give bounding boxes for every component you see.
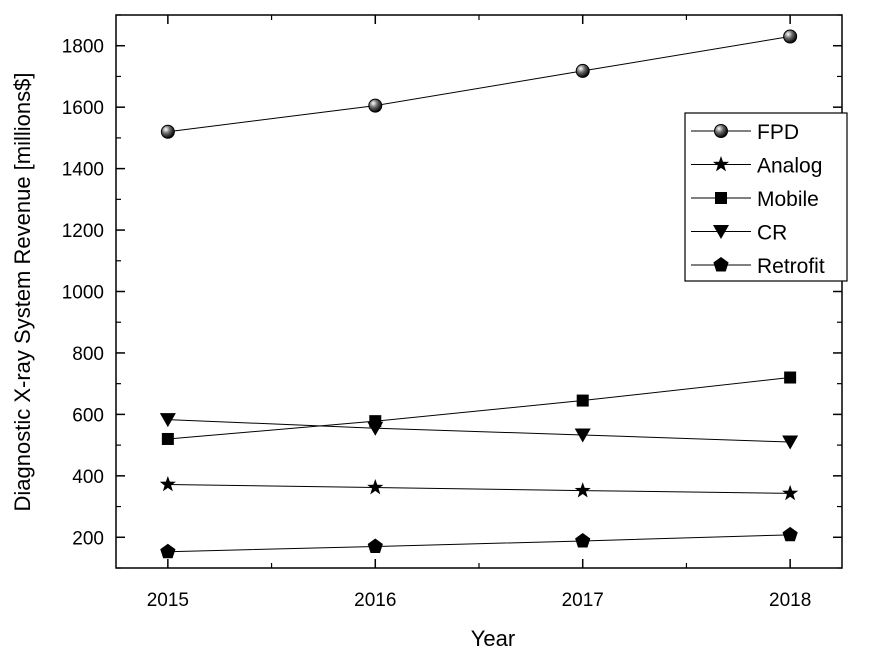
- series-retrofit: [160, 526, 798, 559]
- y-axis-title: Diagnostic X-ray System Revenue [million…: [10, 73, 35, 512]
- series-mobile: [161, 371, 797, 445]
- legend-box: [684, 112, 848, 282]
- legend-entry-fpd: FPD: [691, 121, 799, 144]
- data-point-fpd-2018: [783, 29, 798, 44]
- legend-label-analog: Analog: [757, 155, 822, 178]
- data-point-analog-2017: [574, 482, 591, 498]
- y-tick-label: 800: [72, 344, 104, 365]
- legend-entry-cr: CR: [691, 222, 787, 245]
- legend-label-fpd: FPD: [757, 121, 799, 144]
- series-line-cr: [167, 419, 791, 443]
- y-tick-label: 1000: [62, 283, 104, 304]
- series-line-analog: [167, 483, 791, 494]
- data-point-cr-2017: [574, 428, 591, 443]
- legend-marker-fpd: [714, 124, 728, 138]
- legend-marker-cr: [713, 225, 729, 239]
- y-tick-label: 1800: [62, 37, 104, 58]
- series-line-fpd: [167, 36, 791, 133]
- data-point-cr-2018: [782, 435, 799, 450]
- data-point-fpd-2017: [575, 63, 590, 78]
- data-point-retrofit-2017: [575, 532, 591, 548]
- data-point-fpd-2016: [368, 98, 383, 113]
- data-point-analog-2018: [782, 484, 799, 501]
- y-tick-label: 1600: [62, 98, 104, 119]
- legend-entry-mobile: Mobile: [691, 188, 819, 211]
- x-tick-label: 2017: [562, 590, 604, 611]
- data-point-retrofit-2015: [160, 543, 176, 559]
- data-point-analog-2016: [367, 479, 384, 495]
- data-point-retrofit-2018: [782, 526, 798, 542]
- y-tick-label: 200: [72, 528, 104, 549]
- x-axis-title: Year: [471, 626, 515, 651]
- x-tick-label: 2016: [354, 590, 396, 611]
- data-point-retrofit-2016: [367, 538, 383, 553]
- data-point-cr-2016: [367, 421, 384, 436]
- y-tick-label: 1200: [62, 221, 104, 242]
- data-point-mobile-2018: [784, 371, 797, 384]
- y-tick-label: 400: [72, 467, 104, 488]
- data-point-fpd-2015: [160, 124, 175, 139]
- data-point-cr-2015: [159, 413, 176, 428]
- legend-label-cr: CR: [757, 222, 787, 245]
- legend-label-mobile: Mobile: [757, 188, 819, 211]
- data-point-analog-2015: [159, 475, 176, 492]
- series-layer: [159, 29, 799, 559]
- data-point-mobile-2017: [576, 394, 589, 407]
- y-tick-label: 1400: [62, 160, 104, 181]
- y-tick-label: 600: [72, 405, 104, 426]
- legend-marker-analog: [712, 156, 730, 172]
- data-point-mobile-2015: [161, 432, 174, 445]
- series-cr: [159, 413, 799, 450]
- axis-ticks: 200 400 600 800 1000 1200 1400 1600 1800 2015 2016…: [62, 14, 842, 611]
- series-line-retrofit: [167, 534, 791, 553]
- legend: FPD Analog Mobile CR Retrofit: [684, 112, 848, 282]
- series-line-mobile: [167, 377, 791, 440]
- legend-entry-analog: Analog: [691, 155, 822, 178]
- series-fpd: [160, 29, 798, 139]
- legend-entry-retrofit: Retrofit: [691, 255, 825, 278]
- legend-marker-retrofit: [713, 257, 729, 272]
- legend-marker-mobile: [715, 192, 727, 204]
- legend-label-retrofit: Retrofit: [757, 255, 825, 278]
- series-analog: [159, 475, 799, 501]
- x-tick-label: 2018: [769, 590, 811, 611]
- x-tick-label: 2015: [147, 590, 189, 611]
